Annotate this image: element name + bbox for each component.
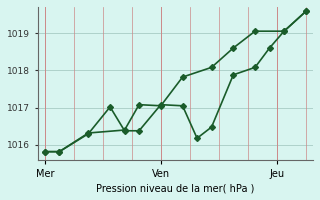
X-axis label: Pression niveau de la mer( hPa ): Pression niveau de la mer( hPa ) xyxy=(96,183,254,193)
